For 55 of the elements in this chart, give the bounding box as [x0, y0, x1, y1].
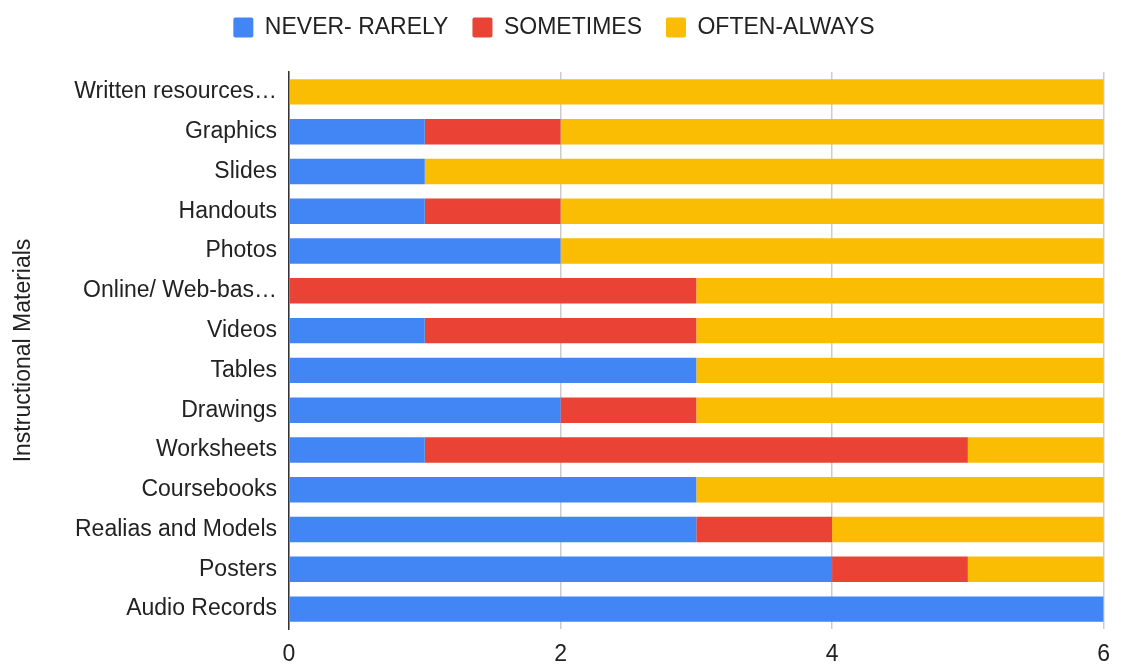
y-tick-label: Graphics [184, 117, 277, 144]
y-tick-label: Realias and Models [74, 514, 277, 541]
bar [424, 118, 561, 145]
bar [832, 556, 968, 583]
y-tick-label: Tables [210, 355, 277, 382]
bar [289, 118, 425, 145]
bar [967, 437, 1104, 463]
bar [289, 357, 697, 384]
bar [560, 238, 1104, 264]
bar [289, 437, 425, 463]
y-tick-label: Worksheets [155, 435, 277, 462]
y-tick-label: Slides [214, 156, 277, 183]
x-tick-label: 0 [282, 640, 296, 667]
y-axis-title: Instructional Materials [9, 238, 36, 463]
y-tick-label: Online/ Web-bas… [83, 276, 277, 303]
bar [696, 357, 1104, 384]
bar [289, 198, 425, 224]
y-tick-label: Posters [199, 554, 277, 581]
legend-label: SOMETIMES [503, 12, 642, 39]
y-tick-label: Drawings [181, 395, 277, 422]
bar [696, 397, 1104, 423]
legend-label: NEVER- RARELY [264, 12, 449, 39]
y-tick-label: Handouts [178, 196, 277, 223]
bar [560, 118, 1104, 145]
y-tick-label: Coursebooks [141, 475, 277, 502]
bar [289, 516, 697, 543]
legend-label: OFTEN-ALWAYS [697, 12, 875, 39]
bar [289, 596, 1104, 622]
bar [696, 317, 1104, 344]
bar [560, 397, 697, 423]
bar [289, 317, 425, 344]
y-tick-label: Audio Records [126, 594, 277, 621]
bar [424, 317, 697, 344]
bar [289, 278, 697, 304]
y-tick-label: Videos [207, 315, 277, 342]
x-tick-label: 2 [554, 640, 567, 667]
y-tick-label: Written resources… [74, 77, 277, 104]
x-tick-label: 4 [825, 640, 839, 667]
x-tick-label: 6 [1097, 640, 1110, 667]
bar [560, 198, 1104, 224]
bar [289, 158, 425, 185]
bar [424, 158, 1104, 185]
bar [424, 198, 561, 224]
bar [289, 397, 561, 423]
bar [696, 516, 833, 543]
y-tick-label: Photos [205, 236, 277, 263]
bar [289, 238, 561, 264]
bar [696, 278, 1104, 304]
bar [832, 516, 1104, 543]
bar [289, 477, 697, 503]
bar [424, 437, 968, 463]
bar [289, 556, 833, 583]
bar [696, 477, 1104, 503]
bar [289, 79, 1104, 105]
bar [967, 556, 1104, 583]
